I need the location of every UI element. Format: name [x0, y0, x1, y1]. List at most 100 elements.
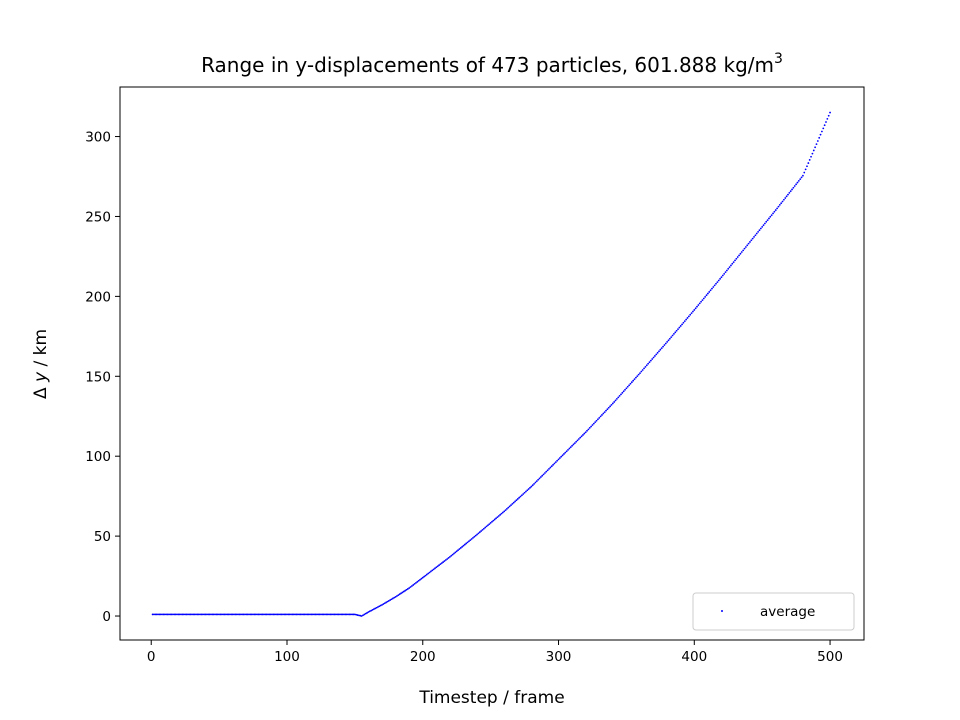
- data-point: [258, 613, 261, 616]
- data-point: [501, 511, 504, 514]
- data-point: [567, 448, 569, 451]
- data-point: [216, 613, 219, 616]
- data-point: [299, 613, 302, 616]
- data-point: [317, 613, 320, 616]
- data-point: [196, 613, 199, 616]
- data-point: [629, 382, 632, 385]
- data-point: [180, 613, 182, 616]
- data-point: [305, 613, 307, 616]
- data-point: [522, 493, 525, 495]
- data-point: [815, 143, 818, 146]
- data-point: [671, 334, 674, 337]
- data-point: [463, 543, 466, 546]
- data-point: [549, 466, 552, 469]
- data-point: [185, 613, 188, 616]
- data-point: [326, 613, 329, 616]
- data-point: [605, 409, 607, 412]
- data-point: [806, 165, 808, 168]
- data-point: [362, 614, 364, 617]
- data-point: [207, 613, 210, 616]
- data-point: [621, 391, 624, 394]
- data-point: [165, 613, 168, 616]
- data-point: [352, 613, 355, 616]
- data-point: [220, 613, 223, 616]
- data-point: [444, 559, 447, 561]
- data-point: [477, 532, 480, 535]
- data-point: [382, 603, 385, 605]
- data-point: [705, 294, 708, 297]
- data-point: [315, 613, 318, 616]
- data-point: [267, 613, 269, 616]
- data-point: [446, 558, 449, 560]
- data-point: [735, 257, 738, 260]
- data-point: [256, 613, 259, 616]
- data-point: [590, 425, 593, 428]
- data-point: [630, 381, 633, 384]
- data-point: [670, 336, 673, 339]
- data-point: [440, 562, 443, 565]
- data-point: [215, 613, 218, 616]
- data-point: [715, 282, 717, 285]
- data-point: [472, 536, 474, 539]
- data-point: [231, 613, 234, 616]
- data-point: [423, 575, 426, 578]
- data-point: [708, 291, 711, 293]
- data-point: [568, 447, 571, 450]
- data-point: [470, 538, 473, 540]
- data-point: [687, 315, 690, 318]
- data-point: [519, 495, 522, 498]
- y-tick-label: 250: [85, 209, 111, 225]
- data-point: [560, 455, 563, 458]
- data-point: [575, 440, 578, 443]
- data-point: [462, 544, 465, 547]
- y-tick-label: 200: [85, 289, 111, 305]
- data-point: [394, 595, 397, 598]
- data-point: [427, 572, 430, 575]
- data-point: [759, 227, 762, 230]
- data-point: [204, 613, 207, 616]
- data-point: [697, 304, 700, 306]
- data-point: [689, 313, 692, 316]
- data-point: [571, 444, 573, 447]
- data-point: [291, 613, 294, 616]
- data-point: [341, 613, 344, 616]
- data-point: [161, 613, 163, 616]
- data-point: [641, 369, 644, 371]
- data-point: [800, 176, 803, 179]
- data-point: [819, 133, 822, 136]
- data-point: [457, 549, 459, 552]
- data-point: [587, 428, 590, 431]
- data-point: [359, 614, 362, 617]
- data-point: [219, 613, 222, 616]
- data-point: [397, 594, 400, 596]
- data-point: [799, 178, 802, 181]
- data-point: [272, 613, 275, 616]
- data-point: [411, 585, 413, 587]
- data-point: [176, 613, 178, 616]
- data-point: [816, 140, 819, 142]
- data-point: [244, 613, 246, 616]
- data-point: [307, 613, 310, 616]
- data-point: [652, 356, 655, 359]
- data-point: [271, 613, 273, 616]
- data-point: [347, 613, 349, 616]
- data-point: [368, 610, 371, 613]
- data-point: [791, 188, 793, 191]
- data-point: [415, 581, 417, 584]
- data-point: [218, 613, 221, 616]
- data-point: [241, 613, 244, 616]
- data-point: [713, 284, 716, 287]
- data-point: [770, 214, 773, 217]
- data-point: [374, 607, 377, 610]
- data-point: [454, 551, 457, 554]
- data-point: [580, 435, 583, 438]
- data-point: [474, 534, 477, 537]
- data-point: [766, 219, 769, 222]
- data-point: [647, 362, 650, 365]
- data-point: [617, 396, 620, 399]
- data-point: [363, 613, 366, 616]
- y-axis-label: Δ y / km: [31, 329, 51, 399]
- data-point: [747, 242, 750, 245]
- data-point: [235, 613, 238, 616]
- data-point: [436, 565, 439, 568]
